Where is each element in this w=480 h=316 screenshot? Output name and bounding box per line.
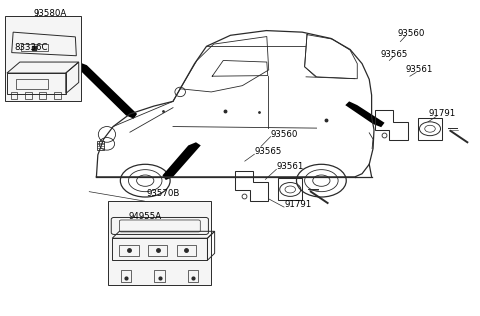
Bar (21, 44, 48, 51)
Text: 93570B: 93570B (147, 189, 180, 198)
Bar (148, 245, 167, 256)
Bar (418, 118, 442, 140)
Text: 91791: 91791 (284, 200, 312, 209)
Bar (11, 92, 17, 99)
Text: 93565: 93565 (380, 50, 408, 59)
Bar (15, 79, 48, 89)
Polygon shape (345, 101, 384, 127)
Bar (188, 270, 198, 282)
Polygon shape (162, 142, 201, 180)
Bar (25, 92, 32, 99)
Bar (54, 92, 60, 99)
Text: 93580A: 93580A (33, 9, 67, 18)
Text: 93561: 93561 (276, 162, 304, 171)
Text: 93561: 93561 (405, 65, 432, 74)
Polygon shape (75, 62, 137, 119)
Text: 93560: 93560 (398, 29, 425, 38)
Bar (155, 270, 165, 282)
Bar (108, 201, 211, 285)
Text: 91791: 91791 (428, 109, 456, 118)
Bar (121, 270, 132, 282)
Bar (4, 16, 81, 101)
Text: 83336C: 83336C (14, 43, 48, 52)
Bar (112, 238, 207, 260)
Bar (278, 179, 302, 200)
Text: 93560: 93560 (271, 130, 298, 139)
Text: 94955A: 94955A (129, 212, 162, 221)
Bar (120, 245, 139, 256)
Bar (97, 141, 104, 150)
Text: 93565: 93565 (254, 147, 282, 156)
Bar (39, 92, 46, 99)
Bar (177, 245, 196, 256)
